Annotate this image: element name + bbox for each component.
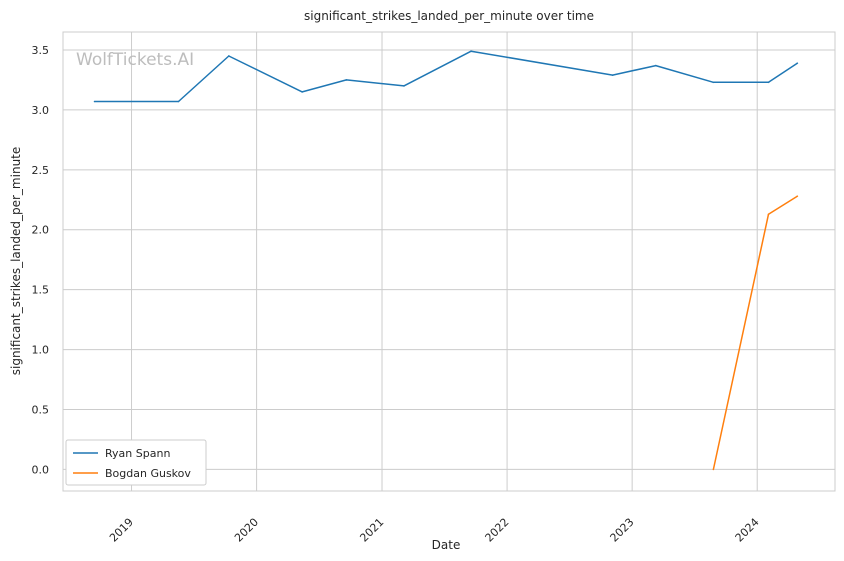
x-axis-label: Date <box>432 538 461 552</box>
legend-box <box>65 439 207 486</box>
data-point-ryan-spann <box>177 100 180 103</box>
y-tick-label: 0.5 <box>32 404 50 417</box>
y-tick-label: 0.0 <box>32 463 50 476</box>
data-point-ryan-spann <box>93 100 96 103</box>
data-point-ryan-spann <box>796 62 799 64</box>
y-tick-label: 3.5 <box>32 44 50 57</box>
chart-title: significant_strikes_landed_per_minute ov… <box>304 9 594 23</box>
series-layer <box>93 50 799 471</box>
data-point-ryan-spann <box>712 81 715 84</box>
x-tick-label: 2019 <box>107 516 136 545</box>
plot-area <box>62 31 836 492</box>
x-tick-label: 2022 <box>483 516 512 545</box>
data-point-bogdan-guskov <box>796 195 799 197</box>
y-axis-label: significant_strikes_landed_per_minute <box>9 147 23 376</box>
y-tick-label: 1.0 <box>32 344 50 357</box>
data-point-ryan-spann <box>470 50 472 52</box>
data-point-bogdan-guskov <box>712 468 715 471</box>
y-tick-label: 1.5 <box>32 284 50 297</box>
watermark: WolfTickets.AI <box>76 50 194 70</box>
data-point-ryan-spann <box>611 74 614 76</box>
x-tick-label: 2021 <box>357 516 386 545</box>
legend-label-bogdan-guskov: Bogdan Guskov <box>105 467 191 480</box>
data-point-ryan-spann <box>228 55 230 57</box>
legend-label-ryan-spann: Ryan Spann <box>105 447 170 460</box>
data-point-ryan-spann <box>403 85 405 87</box>
series-line-ryan-spann <box>94 50 798 103</box>
data-point-bogdan-guskov <box>767 213 770 215</box>
x-tick-label: 2023 <box>608 516 637 545</box>
data-point-ryan-spann <box>301 91 303 93</box>
x-tick-label: 2020 <box>232 516 261 545</box>
y-tick-label: 2.0 <box>32 224 50 237</box>
data-point-ryan-spann <box>345 79 348 81</box>
x-tick-label: 2024 <box>733 516 762 545</box>
data-point-ryan-spann <box>654 64 657 67</box>
legend: Ryan Spann Bogdan Guskov <box>65 439 207 486</box>
data-point-ryan-spann <box>767 81 770 84</box>
y-tick-label: 3.0 <box>32 104 50 117</box>
y-tick-label: 2.5 <box>32 164 50 177</box>
